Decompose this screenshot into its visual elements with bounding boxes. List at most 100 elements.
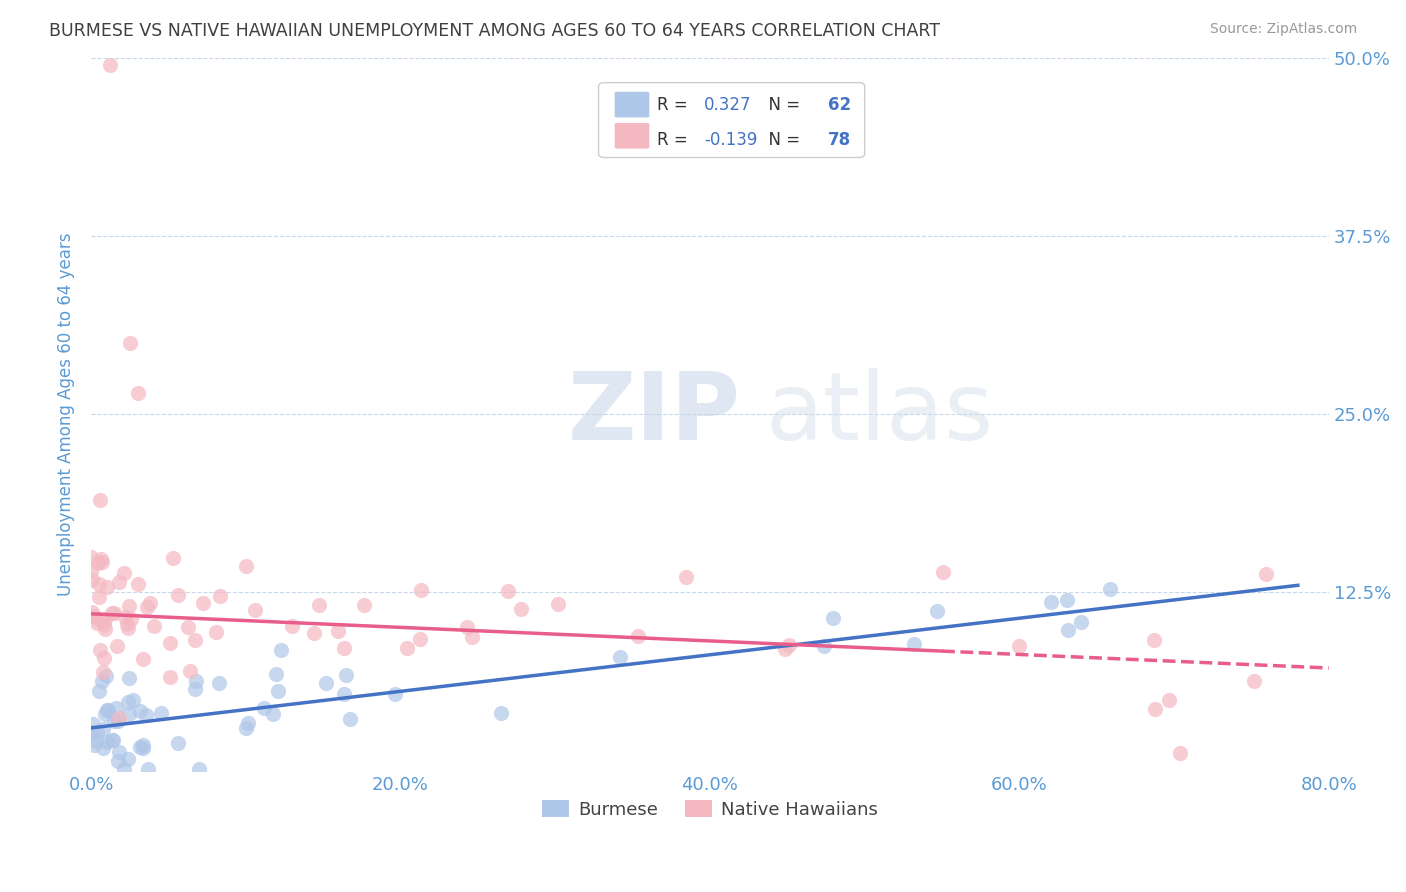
Text: ZIP: ZIP (568, 368, 741, 460)
Point (132, 738, 155, 752)
Text: atlas: atlas (766, 368, 994, 460)
Point (120, 611, 142, 625)
Point (91, 723, 114, 737)
Text: 62: 62 (828, 96, 851, 114)
Point (609, 650, 631, 665)
Point (461, 630, 484, 644)
Point (773, 641, 796, 656)
Point (778, 638, 800, 652)
Point (333, 687, 356, 701)
Point (114, 610, 136, 624)
Point (142, 619, 165, 633)
Point (1040, 595, 1063, 609)
Point (115, 617, 138, 632)
Text: BURMESE VS NATIVE HAWAIIAN UNEMPLOYMENT AMONG AGES 60 TO 64 YEARS CORRELATION CH: BURMESE VS NATIVE HAWAIIAN UNEMPLOYMENT … (49, 22, 941, 40)
Point (236, 716, 259, 731)
Point (332, 640, 354, 655)
Point (205, 625, 228, 640)
Point (326, 624, 349, 639)
Point (510, 601, 533, 615)
Text: R =: R = (657, 131, 693, 149)
Point (89, 493, 111, 508)
Point (101, 733, 124, 747)
Point (82, 716, 104, 731)
Point (96, 669, 118, 683)
Point (94, 706, 117, 721)
Point (184, 681, 207, 696)
Point (184, 633, 207, 648)
Point (89, 643, 111, 657)
Point (118, 706, 141, 721)
Point (105, 700, 128, 714)
Point (496, 583, 519, 598)
Point (84, 733, 107, 747)
Point (86, 616, 108, 631)
Point (91, 613, 114, 627)
Point (101, 606, 124, 620)
Point (627, 629, 650, 643)
Text: Source: ZipAtlas.com: Source: ZipAtlas.com (1209, 22, 1357, 37)
Point (1243, 674, 1265, 689)
FancyBboxPatch shape (614, 92, 650, 118)
Point (191, 596, 214, 610)
Point (456, 620, 478, 634)
Point (132, 741, 155, 756)
Point (98, 58, 121, 72)
Point (117, 621, 139, 635)
Point (813, 639, 835, 653)
Point (138, 596, 160, 610)
Point (96, 734, 118, 748)
Point (97, 703, 120, 717)
Text: R =: R = (657, 96, 693, 114)
Point (1144, 701, 1167, 715)
Point (103, 606, 125, 620)
Point (186, 674, 208, 689)
Point (87, 612, 110, 626)
Point (121, 693, 143, 707)
Point (335, 668, 357, 682)
Point (1056, 593, 1078, 607)
Point (308, 598, 330, 612)
Point (159, 669, 181, 683)
Point (112, 762, 135, 776)
Point (1143, 633, 1166, 648)
Point (93, 618, 115, 632)
Point (264, 667, 287, 681)
Point (117, 752, 139, 766)
Point (315, 675, 337, 690)
Point (96, 580, 118, 594)
Point (1057, 623, 1080, 637)
Point (903, 637, 925, 651)
Point (150, 706, 173, 721)
Point (159, 636, 181, 650)
Point (83, 609, 105, 624)
Point (103, 733, 125, 747)
Point (80, 564, 103, 578)
Point (1098, 582, 1121, 596)
Point (91, 741, 114, 756)
Point (136, 762, 159, 776)
Point (107, 714, 129, 728)
Point (932, 566, 955, 580)
Point (245, 603, 267, 617)
Point (179, 665, 201, 679)
Point (114, 566, 136, 580)
Point (108, 711, 131, 725)
Point (93, 622, 115, 636)
Point (86, 725, 108, 739)
Point (166, 588, 188, 602)
Point (108, 745, 131, 759)
Point (80, 573, 103, 587)
Point (1168, 746, 1191, 760)
Point (547, 598, 569, 612)
Point (235, 559, 257, 574)
Point (89, 577, 111, 591)
Point (177, 620, 200, 634)
Point (127, 577, 149, 591)
Point (395, 640, 418, 655)
Point (167, 736, 190, 750)
Text: N =: N = (758, 131, 806, 149)
Point (118, 335, 141, 350)
Point (270, 643, 292, 657)
Point (82, 724, 104, 739)
